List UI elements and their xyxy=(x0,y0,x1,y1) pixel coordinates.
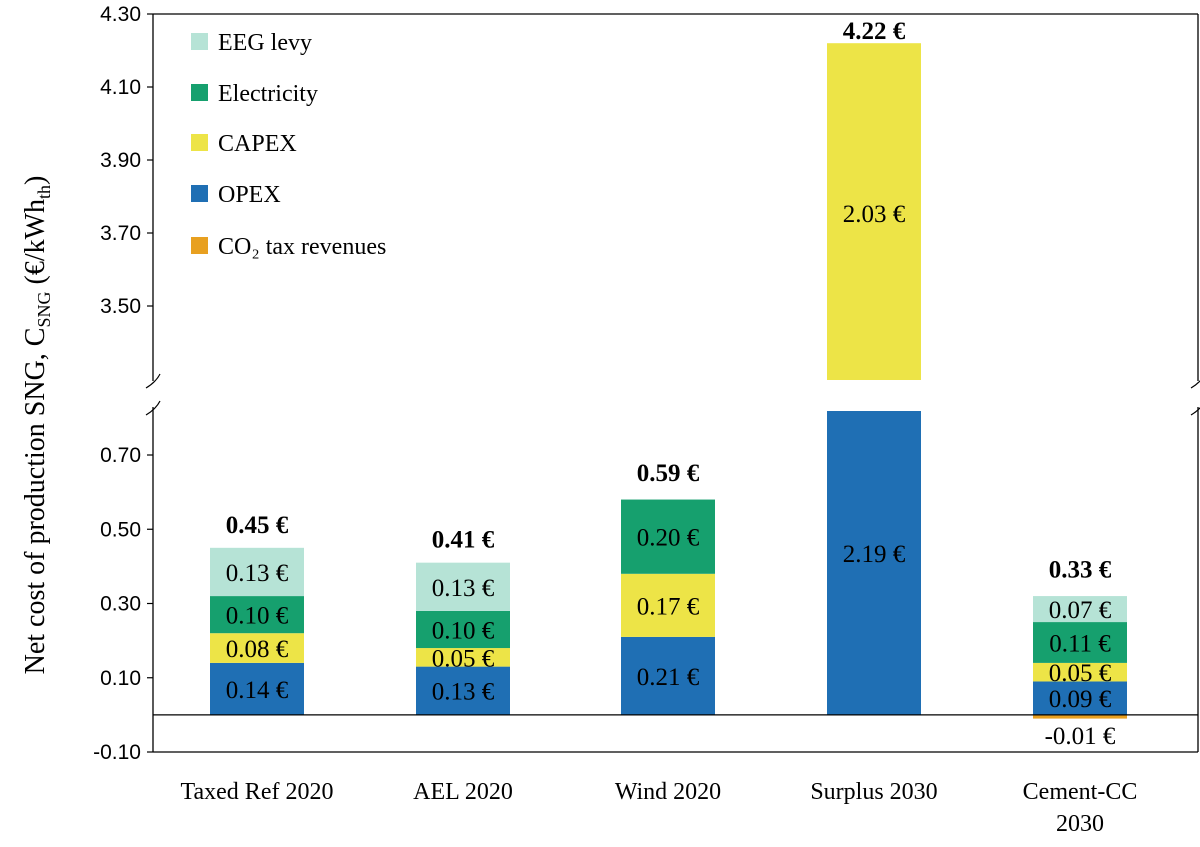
data-label: 0.08 € xyxy=(226,636,289,663)
y-axis-title-unit-sub: th xyxy=(34,185,54,199)
bar-segment-opex xyxy=(827,411,921,715)
axes-layer: 0.70 0.50 0.30 0.10 -0.10 4.30 4.10 3.90 3.70 3.5… xyxy=(93,3,1200,764)
total-label: 0.59 € xyxy=(637,460,700,487)
data-label: 0.13 € xyxy=(432,575,495,602)
legend-label: OPEX xyxy=(218,182,281,208)
y-axis-title-unit-close: ) xyxy=(20,176,51,185)
labels-layer: 0.14 € 0.08 € 0.10 € 0.13 € 0.45 € 0.13 € 0.05… xyxy=(181,18,1138,837)
data-label: 0.05 € xyxy=(432,645,495,672)
bar-segment-capex xyxy=(210,633,304,663)
y-axis-title: Net cost of production SNG, CSNG (€/kWht… xyxy=(20,176,54,675)
data-label: 0.11 € xyxy=(1049,630,1111,657)
data-label: -0.01 € xyxy=(1045,723,1116,750)
right-axis-break-gap xyxy=(1190,381,1200,407)
total-label: 4.22 € xyxy=(843,18,906,45)
bar-segment-opex xyxy=(621,636,715,715)
total-label: 0.33 € xyxy=(1049,556,1112,583)
data-label: 0.21 € xyxy=(637,664,700,691)
category-label: Taxed Ref 2020 xyxy=(181,779,334,805)
bar-segment-capex xyxy=(621,573,715,637)
data-label: 0.10 € xyxy=(226,603,289,630)
bar-segment-eeg xyxy=(416,562,510,611)
category-label: Surplus 2030 xyxy=(810,779,937,805)
data-label: 0.09 € xyxy=(1049,686,1112,713)
legend-label: CO₂ tax revenues xyxy=(218,234,386,260)
category-label: AEL 2020 xyxy=(413,779,513,805)
y-tick-label: 4.10 xyxy=(100,76,141,99)
y-tick-label: -0.10 xyxy=(93,741,141,764)
left-axis-break-upper-stroke xyxy=(145,373,161,389)
y-tick-label: 0.30 xyxy=(100,593,141,616)
left-axis-break-gap xyxy=(145,381,161,407)
bar-segment-eeg xyxy=(210,547,304,597)
y-tick-label: 0.70 xyxy=(100,444,141,467)
data-label: 0.14 € xyxy=(226,677,289,704)
left-axis-break-lower-stroke xyxy=(145,400,161,416)
bar-segment-electricity xyxy=(621,499,715,574)
y-tick-label: 4.30 xyxy=(100,3,141,26)
y-tick-label: 3.50 xyxy=(100,295,141,318)
data-label: 0.10 € xyxy=(432,617,495,644)
legend-label: EEG levy xyxy=(218,30,312,56)
y-tick-label: 3.90 xyxy=(100,149,141,172)
bar-segment-capex xyxy=(827,43,921,380)
bar-segment-opex xyxy=(416,666,510,715)
bars-layer xyxy=(210,43,1127,719)
data-label: 0.17 € xyxy=(637,593,700,620)
data-label: 0.13 € xyxy=(226,560,289,587)
bar-segment-eeg xyxy=(1033,596,1127,623)
y-tick-label: 0.10 xyxy=(100,667,141,690)
bar-segment-capex xyxy=(416,648,510,667)
data-label: 2.19 € xyxy=(843,541,906,568)
legend: EEG levy Electricity CAPEX OPEX CO₂ tax reve… xyxy=(191,30,386,260)
total-label: 0.45 € xyxy=(226,512,289,539)
legend-label: Electricity xyxy=(218,81,318,107)
category-label: 2030 xyxy=(1056,811,1104,837)
total-label: 0.41 € xyxy=(432,527,495,554)
bar-segment-co₂ xyxy=(1033,714,1127,719)
y-axis-title-group: Net cost of production SNG, CSNG (€/kWht… xyxy=(20,176,54,675)
bar-segment-electricity xyxy=(416,610,510,649)
y-tick-label: 3.70 xyxy=(100,222,141,245)
category-label: Wind 2020 xyxy=(615,779,721,805)
y-axis-title-unit-open: (€/kWh xyxy=(20,199,51,292)
bar-segment-electricity xyxy=(210,596,304,634)
y-axis-title-sub: SNG xyxy=(34,292,54,328)
legend-swatch xyxy=(191,134,208,151)
bar-segment-capex xyxy=(1033,662,1127,682)
legend-swatch xyxy=(191,237,208,254)
legend-swatch xyxy=(191,33,208,50)
category-label: Cement-CC xyxy=(1023,779,1138,805)
data-label: 0.13 € xyxy=(432,679,495,706)
data-label: 0.07 € xyxy=(1049,597,1112,624)
legend-swatch xyxy=(191,185,208,202)
data-label: 0.20 € xyxy=(637,525,700,552)
bar-segment-opex xyxy=(210,662,304,715)
legend-swatch xyxy=(191,84,208,101)
legend-label: CAPEX xyxy=(218,131,297,157)
data-label: 0.05 € xyxy=(1049,660,1112,687)
y-tick-label: 0.50 xyxy=(100,518,141,541)
bar-segment-opex xyxy=(1033,681,1127,715)
data-label: 2.03 € xyxy=(843,201,906,228)
bar-segment-electricity xyxy=(1033,622,1127,663)
y-axis-title-main: Net cost of production SNG, C xyxy=(20,328,51,675)
